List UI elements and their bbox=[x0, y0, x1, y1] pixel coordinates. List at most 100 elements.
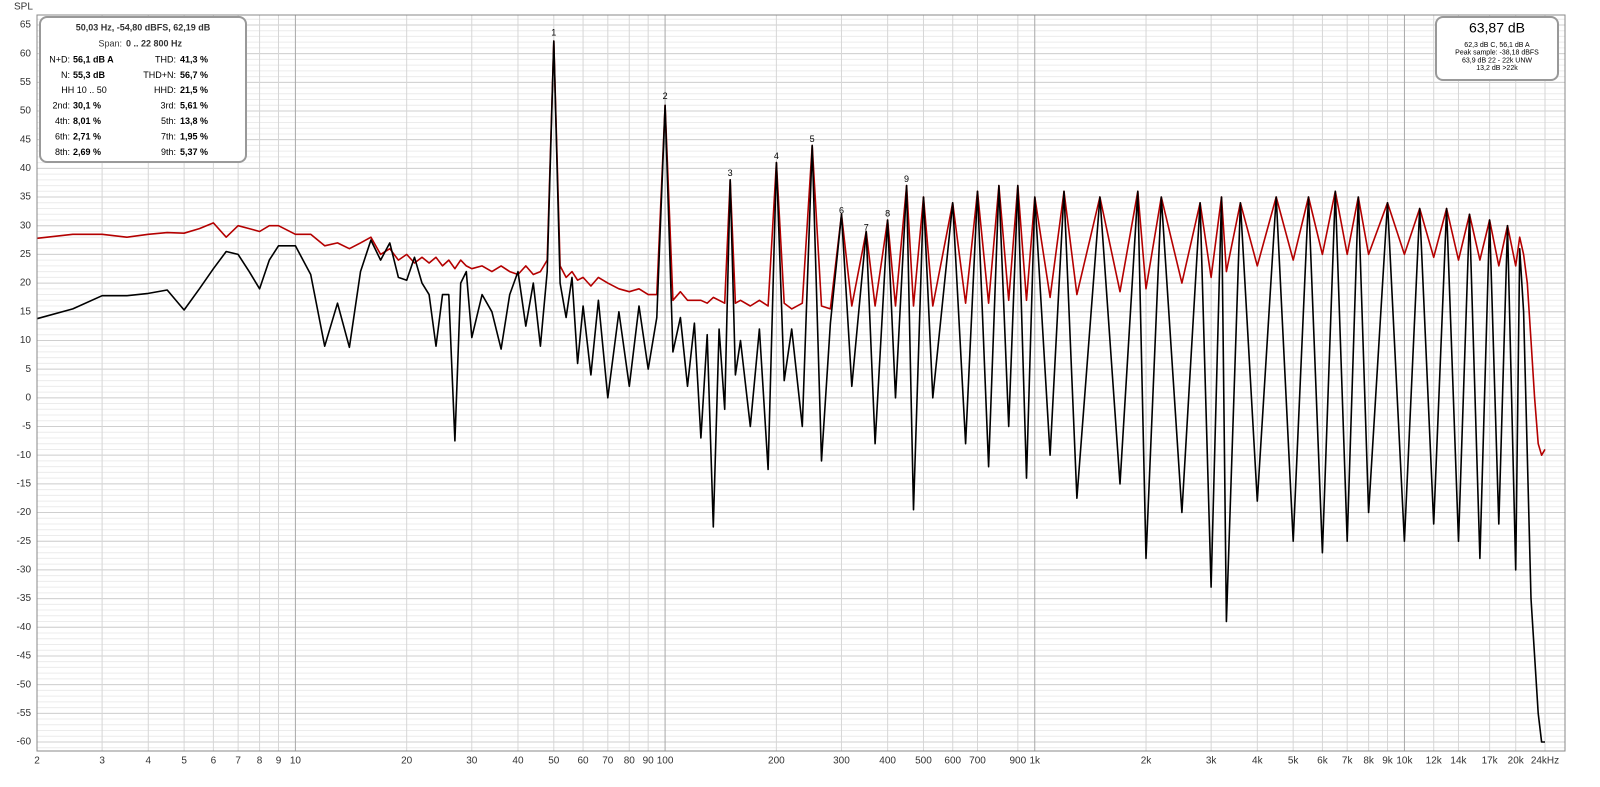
series-line bbox=[36, 40, 1546, 456]
harmonic-label: 4 bbox=[774, 151, 779, 161]
x-tick-label: 3k bbox=[1206, 756, 1218, 767]
level-line: Peak sample: -38,18 dBFS bbox=[1455, 50, 1539, 57]
x-tick-label: 700 bbox=[969, 756, 986, 767]
y-tick-label: -55 bbox=[17, 708, 32, 719]
info-label: 3rd: bbox=[160, 101, 176, 111]
y-tick-label: 15 bbox=[20, 306, 32, 317]
x-tick-label: 300 bbox=[833, 756, 850, 767]
info-value: 13,8 % bbox=[180, 116, 208, 126]
info-value: 2,71 % bbox=[73, 131, 101, 141]
x-tick-label: 2 bbox=[34, 756, 40, 767]
x-tick-label: 10 bbox=[290, 756, 302, 767]
x-tick-label: 2k bbox=[1141, 756, 1153, 767]
y-tick-label: 35 bbox=[20, 192, 32, 203]
x-tick-label: 9k bbox=[1382, 756, 1394, 767]
info-value: 56,1 dB A bbox=[73, 54, 114, 64]
x-tick-label: 400 bbox=[879, 756, 896, 767]
x-tick-label: 5 bbox=[181, 756, 187, 767]
x-tick-label: 80 bbox=[624, 756, 636, 767]
y-tick-label: -60 bbox=[17, 737, 32, 748]
harmonic-label: 5 bbox=[810, 134, 815, 144]
level-line: 63,9 dB 22 - 22k UNW bbox=[1462, 57, 1532, 64]
y-tick-label: 20 bbox=[20, 278, 32, 289]
info-value: 55,3 dB bbox=[73, 70, 106, 80]
x-tick-label: 14k bbox=[1450, 756, 1467, 767]
x-tick-label: 40 bbox=[512, 756, 524, 767]
harmonic-label: 7 bbox=[864, 223, 869, 233]
y-tick-label: -15 bbox=[17, 479, 32, 490]
harmonic-label: 6 bbox=[839, 205, 844, 215]
y-tick-label: 60 bbox=[20, 48, 32, 59]
info-label: 4th: bbox=[55, 116, 70, 126]
y-tick-label: 5 bbox=[25, 364, 31, 375]
x-tick-label: 6k bbox=[1317, 756, 1329, 767]
x-tick-label: 6 bbox=[211, 756, 217, 767]
x-tick-label: 10k bbox=[1396, 756, 1413, 767]
x-tick-label: 200 bbox=[768, 756, 785, 767]
info-value: 1,95 % bbox=[180, 131, 208, 141]
info-label: N: bbox=[61, 70, 70, 80]
level-line: 62,3 dB C, 56,1 dB A bbox=[1464, 42, 1530, 49]
x-tick-label: 90 bbox=[643, 756, 655, 767]
info-label: 5th: bbox=[161, 116, 176, 126]
x-tick-label: 50 bbox=[548, 756, 560, 767]
info-value: 5,37 % bbox=[180, 147, 208, 157]
info-value: 2,69 % bbox=[73, 147, 101, 157]
info-label: THD+N: bbox=[143, 70, 176, 80]
x-tick-label: 500 bbox=[915, 756, 932, 767]
x-tick-label: 7k bbox=[1342, 756, 1354, 767]
y-tick-label: -40 bbox=[17, 622, 32, 633]
info-box: 50,03 Hz, -54,80 dBFS, 62,19 dB Span: 0 … bbox=[39, 16, 247, 163]
info-label: THD: bbox=[155, 54, 176, 64]
info-label: HH 10 .. 50 bbox=[61, 85, 107, 95]
grid bbox=[36, 15, 1565, 751]
y-tick-label: 0 bbox=[25, 392, 31, 403]
x-tick-label: 8 bbox=[257, 756, 263, 767]
y-tick-label: 40 bbox=[20, 163, 32, 174]
x-tick-label: 24kHz bbox=[1531, 756, 1559, 767]
info-header: 50,03 Hz, -54,80 dBFS, 62,19 dB bbox=[76, 22, 211, 32]
info-frame bbox=[39, 16, 247, 163]
x-tick-label: 30 bbox=[466, 756, 478, 767]
x-tick-label: 600 bbox=[944, 756, 961, 767]
span-value: 0 .. 22 800 Hz bbox=[126, 38, 183, 48]
harmonic-label: 1 bbox=[551, 28, 556, 38]
y-tick-label: 55 bbox=[20, 77, 32, 88]
info-label: HHD: bbox=[154, 85, 176, 95]
info-label: 2nd: bbox=[52, 101, 70, 111]
harmonic-label: 2 bbox=[663, 91, 668, 101]
y-tick-label: 65 bbox=[20, 20, 32, 31]
x-tick-label: 9 bbox=[276, 756, 282, 767]
x-tick-label: 1k bbox=[1029, 756, 1041, 767]
y-tick-label: -25 bbox=[17, 536, 32, 547]
y-tick-label: 30 bbox=[20, 220, 32, 231]
y-tick-label: -30 bbox=[17, 565, 32, 576]
y-tick-label: -45 bbox=[17, 651, 32, 662]
x-tick-label: 3 bbox=[99, 756, 105, 767]
harmonic-label: 3 bbox=[728, 168, 733, 178]
x-tick-label: 8k bbox=[1363, 756, 1375, 767]
info-value: 30,1 % bbox=[73, 101, 101, 111]
series-line bbox=[36, 40, 1545, 743]
y-tick-label: -5 bbox=[22, 421, 31, 432]
info-value: 5,61 % bbox=[180, 101, 208, 111]
span-label: Span: bbox=[98, 38, 122, 48]
x-tick-label: 5k bbox=[1288, 756, 1300, 767]
info-label: 8th: bbox=[55, 147, 70, 157]
y-tick-label: 25 bbox=[20, 249, 32, 260]
y-tick-label: -20 bbox=[17, 507, 32, 518]
x-tick-label: 17k bbox=[1482, 756, 1499, 767]
x-tick-label: 900 bbox=[1010, 756, 1027, 767]
x-tick-label: 100 bbox=[657, 756, 674, 767]
y-tick-label: 50 bbox=[20, 106, 32, 117]
x-tick-label: 70 bbox=[602, 756, 614, 767]
level-value: 63,87 dB bbox=[1469, 20, 1525, 36]
info-label: 6th: bbox=[55, 131, 70, 141]
y-tick-label: -10 bbox=[17, 450, 32, 461]
level-line: 13,2 dB >22k bbox=[1476, 65, 1518, 72]
x-tick-label: 60 bbox=[578, 756, 590, 767]
info-label: 9th: bbox=[161, 147, 176, 157]
y-tick-label: -50 bbox=[17, 679, 32, 690]
